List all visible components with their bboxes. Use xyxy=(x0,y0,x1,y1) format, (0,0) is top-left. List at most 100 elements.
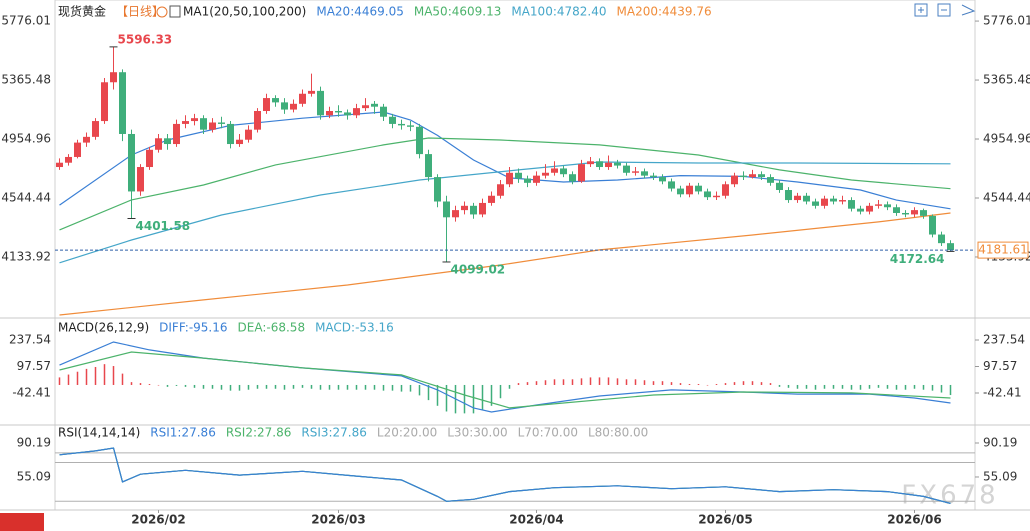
macd-bar xyxy=(490,384,493,406)
candle-body xyxy=(182,121,189,124)
indicator-icon[interactable] xyxy=(169,5,181,18)
macd-bar xyxy=(364,384,367,390)
macd-bar xyxy=(859,384,862,390)
candle-body xyxy=(164,138,171,145)
x-tick-label: 2026/05 xyxy=(698,513,752,527)
ma-line xyxy=(59,212,951,316)
candle-body xyxy=(227,123,234,145)
legend-entry: MA50:4609.13 xyxy=(414,5,502,19)
y-tick-label-right: 97.57 xyxy=(983,359,1017,373)
macd-bar xyxy=(94,366,97,385)
candle-body xyxy=(191,118,198,122)
candle-body xyxy=(686,185,693,195)
candle-body xyxy=(848,200,855,209)
macd-line xyxy=(59,351,951,409)
indicator-title: RSI(14,14,14) xyxy=(58,426,140,440)
macd-bar xyxy=(724,383,727,385)
last-price-box xyxy=(977,241,1029,259)
candle-body xyxy=(794,195,801,201)
macd-bar xyxy=(319,384,322,390)
candle-body xyxy=(722,184,729,196)
candle-body xyxy=(308,90,315,94)
macd-bar xyxy=(643,380,646,385)
macd-bar xyxy=(238,384,241,391)
y-tick-label-right: -42.41 xyxy=(983,386,1022,400)
macd-bar xyxy=(742,381,745,385)
candle-body xyxy=(902,212,909,215)
macd-bar xyxy=(922,384,925,390)
candle-body xyxy=(173,123,180,145)
candle-body xyxy=(911,210,918,215)
candle-body xyxy=(929,215,936,235)
candle-body xyxy=(425,154,432,178)
macd-line xyxy=(59,341,951,413)
candle-body xyxy=(497,184,504,196)
candle-body xyxy=(884,204,891,208)
toolbar-icons[interactable] xyxy=(914,3,976,17)
y-tick-label: 4954.96 xyxy=(1,132,51,146)
macd-bar xyxy=(607,377,610,385)
rsi-line xyxy=(59,447,951,504)
zoom-in-icon[interactable] xyxy=(914,3,928,17)
macd-bar xyxy=(526,382,529,385)
macd-bar xyxy=(832,384,835,389)
macd-bar xyxy=(868,384,871,389)
collapse-icon[interactable] xyxy=(961,4,976,16)
macd-bar xyxy=(256,384,259,389)
macd-bar xyxy=(562,379,565,385)
add-icon[interactable] xyxy=(156,6,168,18)
candle-body xyxy=(695,185,702,192)
candle-body xyxy=(434,177,441,202)
candle-body xyxy=(821,198,828,206)
macd-bar xyxy=(445,384,448,412)
candle-body xyxy=(731,175,738,185)
y-tick-label-right: 5365.48 xyxy=(983,73,1030,87)
macd-bar xyxy=(463,384,466,414)
macd-bar xyxy=(157,384,160,386)
level-legend: L70:70.00 xyxy=(518,426,578,440)
y-tick-label-right: 55.09 xyxy=(983,469,1017,483)
macd-bar xyxy=(184,384,187,387)
macd-bar xyxy=(931,384,934,391)
ma-line xyxy=(59,137,951,231)
rsi-line xyxy=(59,447,951,504)
candle-body xyxy=(200,118,207,130)
candle-body xyxy=(101,82,108,122)
macd-bar xyxy=(769,383,772,385)
candle-body xyxy=(947,243,954,251)
candle-body xyxy=(875,204,882,206)
macd-bar xyxy=(103,364,106,385)
macd-bar xyxy=(193,384,196,388)
candle-body xyxy=(362,105,369,109)
candle-body xyxy=(938,234,945,244)
candle-body xyxy=(452,210,459,218)
candle-body xyxy=(542,172,549,176)
annotation-label: 4172.64 xyxy=(890,252,945,266)
indicator-label: MA1(20,50,100,200) xyxy=(183,5,306,19)
macd-bar xyxy=(202,384,205,389)
zoom-out-icon[interactable] xyxy=(937,3,951,17)
candle-body xyxy=(335,110,342,113)
y-tick-label: 4133.92 xyxy=(1,249,51,263)
macd-bar xyxy=(616,378,619,385)
y-tick-label: 5365.48 xyxy=(1,73,51,87)
candle-body xyxy=(326,110,333,116)
candle-body xyxy=(416,126,423,155)
candle-body xyxy=(398,123,405,126)
macd-bar xyxy=(670,382,673,385)
legend-entry: MACD:-53.16 xyxy=(315,321,394,335)
candle-body xyxy=(650,175,657,178)
macd-bar xyxy=(400,384,403,392)
candle-body xyxy=(704,191,711,198)
macd-bar xyxy=(472,384,475,414)
macd-bar xyxy=(373,384,376,390)
candle-body xyxy=(713,195,720,198)
candle-body xyxy=(299,93,306,104)
candle-body xyxy=(461,205,468,211)
macd-bar xyxy=(274,384,277,389)
macd-bar xyxy=(130,382,133,385)
candle-body xyxy=(137,167,144,192)
macd-bar xyxy=(67,374,70,385)
macd-bar xyxy=(76,371,79,385)
macd-bar xyxy=(418,384,421,396)
